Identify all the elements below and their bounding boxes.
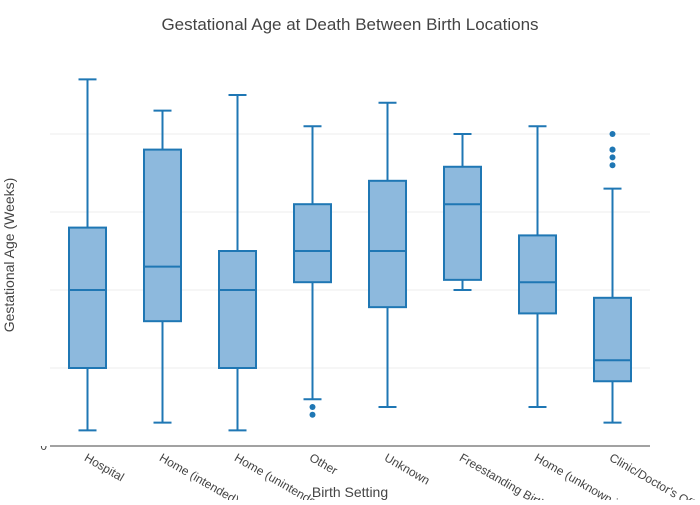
- outlier-point: [609, 154, 616, 161]
- box-1: [68, 78, 107, 432]
- iqr-box: [293, 203, 332, 284]
- iqr-box: [518, 234, 557, 315]
- boxes: [68, 78, 632, 432]
- iqr-box: [218, 250, 257, 369]
- y-tick-label-0: 0: [40, 439, 47, 453]
- box-8: [593, 131, 632, 424]
- box-6: [443, 133, 482, 291]
- y-axis-title: Gestational Age (Weeks): [1, 178, 17, 333]
- outlier-point: [309, 411, 316, 418]
- chart-title: Gestational Age at Death Between Birth L…: [161, 15, 538, 34]
- iqr-box: [593, 296, 632, 383]
- outlier-point: [609, 146, 616, 153]
- iqr-box: [143, 148, 182, 323]
- iqr-box: [443, 165, 482, 281]
- iqr-box: [368, 179, 407, 309]
- outlier-point: [609, 162, 616, 169]
- box-7: [518, 125, 557, 408]
- iqr-box: [68, 226, 107, 369]
- box-4: [293, 125, 332, 418]
- outlier-point: [609, 131, 616, 137]
- box-2: [143, 109, 182, 424]
- box-5: [368, 101, 407, 408]
- outlier-point: [309, 404, 316, 410]
- x-axis-title: Birth Setting: [312, 484, 388, 500]
- box-3: [218, 94, 257, 432]
